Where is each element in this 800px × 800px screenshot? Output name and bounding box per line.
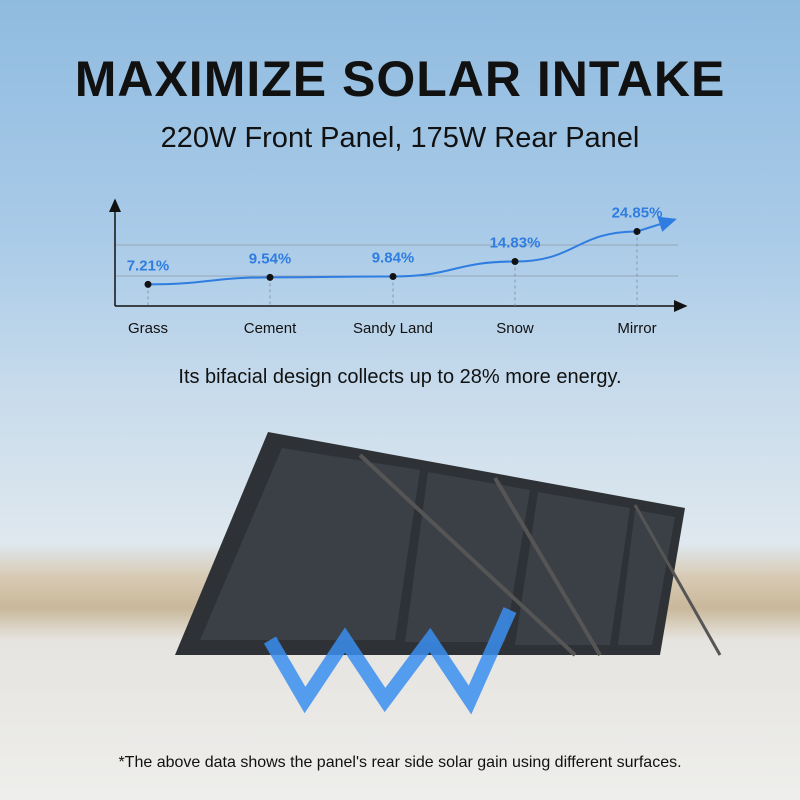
footnote: *The above data shows the panel's rear s… [118,754,682,771]
x-tick-label: Cement [244,320,297,337]
x-tick-label: Sandy Land [353,320,433,337]
data-point [511,258,519,266]
data-label: 24.85% [612,204,663,221]
tagline: Its bifacial design collects up to 28% m… [178,366,622,388]
data-label: 9.84% [372,249,415,266]
data-point [144,280,152,288]
page-subtitle: 220W Front Panel, 175W Rear Panel [160,122,640,154]
solar-gain-chart: 7.21% Grass 9.54% Cement 9.84% Sandy Land 14.8… [109,198,688,337]
data-label: 9.54% [249,250,292,267]
x-tick-label: Snow [496,320,534,337]
data-point [266,273,274,281]
reflection-arrows [263,607,517,715]
page-title: MAXIMIZE SOLAR INTAKE [74,51,726,107]
x-tick-label: Grass [128,320,168,337]
x-tick-label: Mirror [617,320,656,337]
data-point [389,272,397,280]
data-label: 14.83% [490,235,541,252]
data-point [633,227,641,235]
data-label: 7.21% [127,257,170,274]
